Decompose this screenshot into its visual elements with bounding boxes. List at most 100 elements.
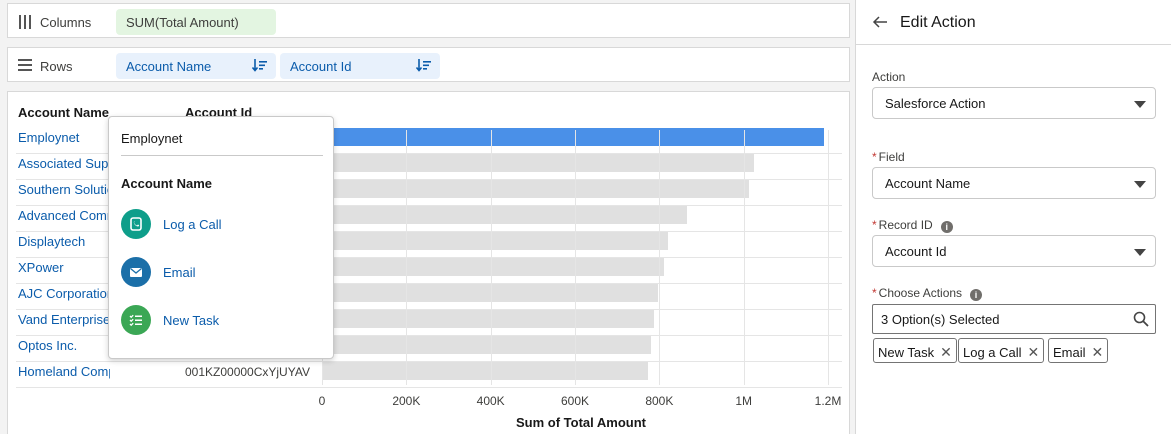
row-divider: [16, 335, 842, 336]
account-name-link[interactable]: Southern Solutio: [18, 182, 110, 197]
rows-label: Rows: [40, 59, 73, 74]
close-icon[interactable]: ✕: [1091, 344, 1104, 360]
columns-label: Columns: [40, 15, 92, 30]
info-icon[interactable]: i: [970, 289, 983, 301]
account-id-cell: 001KZ00000CxYjUYAV: [185, 365, 310, 379]
columns-measure-pill[interactable]: SUM(Total Amount): [116, 9, 276, 35]
chip-log-a-call: Log a Call ✕: [958, 338, 1045, 363]
account-name-link[interactable]: Optos Inc.: [18, 338, 78, 353]
panel-title: Edit Action: [900, 14, 976, 31]
search-icon: [1133, 311, 1149, 330]
bar[interactable]: [322, 154, 755, 172]
x-tick-label: 200K: [392, 394, 421, 408]
x-tick-label: 800K: [645, 394, 674, 408]
chevron-down-icon: [1134, 101, 1146, 108]
account-name-link[interactable]: XPower: [18, 260, 64, 275]
x-tick-label: 600K: [560, 394, 590, 408]
field-select[interactable]: Account Name: [872, 167, 1156, 199]
bar[interactable]: [322, 284, 659, 302]
chevron-down-icon: [1134, 181, 1146, 188]
columns-icon: [18, 14, 32, 33]
action-new-task[interactable]: New Task: [121, 305, 321, 337]
edit-action-panel: Edit Action Action Salesforce Action * Fi…: [855, 0, 1171, 434]
bar[interactable]: [322, 232, 668, 250]
action-log-a-call[interactable]: Log a Call: [121, 209, 321, 241]
action-label: New Task: [163, 313, 220, 328]
columns-shelf: Columns SUM(Total Amount): [7, 3, 850, 38]
sort-icon[interactable]: [251, 58, 268, 75]
chip-new-task: New Task ✕: [873, 338, 957, 363]
action-label: Log a Call: [163, 217, 222, 232]
row-divider: [16, 309, 842, 310]
action-email[interactable]: Email: [121, 257, 321, 289]
chip-label: Email: [1053, 345, 1086, 360]
email-icon: [121, 257, 151, 287]
bar[interactable]: [322, 336, 651, 354]
close-icon[interactable]: ✕: [940, 344, 952, 360]
x-tick-label: 400K: [476, 394, 505, 408]
account-name-link[interactable]: AJC Corporation: [18, 286, 110, 301]
bar[interactable]: [322, 258, 665, 276]
action-label: Email: [163, 265, 196, 280]
action-label: Action: [872, 70, 906, 84]
chart-panel: Account Name Account Id Employnet Associa…: [7, 91, 850, 434]
column-header-account-name: Account Name: [18, 105, 110, 120]
rows-icon: [18, 59, 32, 74]
record-id-label: * Record ID i: [872, 218, 953, 233]
x-axis-title: Sum of Total Amount: [516, 415, 646, 430]
choose-actions-value: 3 Option(s) Selected: [881, 312, 1000, 327]
bar[interactable]: [322, 206, 687, 224]
account-name-link[interactable]: Advanced Comm: [18, 208, 110, 223]
x-tick-label: 1M: [735, 394, 752, 408]
task-icon: [121, 305, 151, 335]
popover-subtitle: Account Name: [121, 176, 213, 191]
gridline: [575, 130, 576, 385]
choose-actions-combobox[interactable]: 3 Option(s) Selected: [872, 304, 1156, 334]
field-label-text: Field: [878, 150, 905, 164]
account-name-link[interactable]: Employnet: [18, 130, 80, 145]
choose-actions-label-text: Choose Actions: [878, 286, 963, 300]
record-id-select[interactable]: Account Id: [872, 235, 1156, 267]
chip-label: Log a Call: [963, 345, 1022, 360]
rows-pill-label: Account Name: [126, 59, 212, 74]
gridline: [490, 130, 492, 385]
row-divider: [16, 205, 842, 206]
log-call-icon: [121, 209, 151, 239]
close-icon[interactable]: ✕: [1027, 344, 1040, 360]
action-select[interactable]: Salesforce Action: [872, 87, 1156, 119]
record-id-label-text: Record ID: [878, 218, 933, 232]
gridline: [743, 130, 745, 385]
account-name-link[interactable]: Associated Supp: [18, 156, 110, 171]
row-divider: [16, 283, 842, 284]
account-name-link[interactable]: Vand Enterprise: [18, 312, 110, 327]
bar[interactable]: [322, 180, 749, 198]
gridline: [659, 130, 661, 385]
field-label: * Field: [872, 150, 905, 164]
record-actions-popover: Employnet Account Name Log a Call Email …: [108, 116, 334, 359]
bar[interactable]: [322, 362, 648, 380]
chip-label: New Task: [878, 345, 935, 360]
bar[interactable]: [322, 310, 654, 328]
bar[interactable]: [322, 128, 824, 146]
account-name-link[interactable]: Displaytech: [18, 234, 86, 249]
back-arrow-icon[interactable]: [872, 14, 888, 33]
panel-header: Edit Action: [856, 0, 1171, 45]
action-select-value: Salesforce Action: [885, 96, 986, 111]
rows-pill-account-id[interactable]: Account Id: [280, 53, 440, 79]
rows-shelf: Rows Account Name Account Id: [7, 47, 850, 82]
field-select-value: Account Name: [885, 176, 971, 191]
account-name-link[interactable]: Homeland Company: [18, 364, 110, 379]
sort-icon[interactable]: [415, 58, 432, 75]
record-id-select-value: Account Id: [885, 244, 947, 259]
rows-pill-label: Account Id: [290, 59, 352, 74]
x-tick-label: 0: [318, 394, 326, 408]
x-tick-label: 1.2M: [814, 394, 842, 408]
rows-pill-account-name[interactable]: Account Name: [116, 53, 276, 79]
row-divider: [16, 387, 842, 388]
row-divider: [16, 257, 842, 258]
popover-title: Employnet: [121, 131, 183, 146]
row-divider: [16, 361, 842, 362]
choose-actions-label: * Choose Actions i: [872, 286, 983, 301]
gridline: [828, 130, 829, 385]
info-icon[interactable]: i: [940, 221, 953, 233]
